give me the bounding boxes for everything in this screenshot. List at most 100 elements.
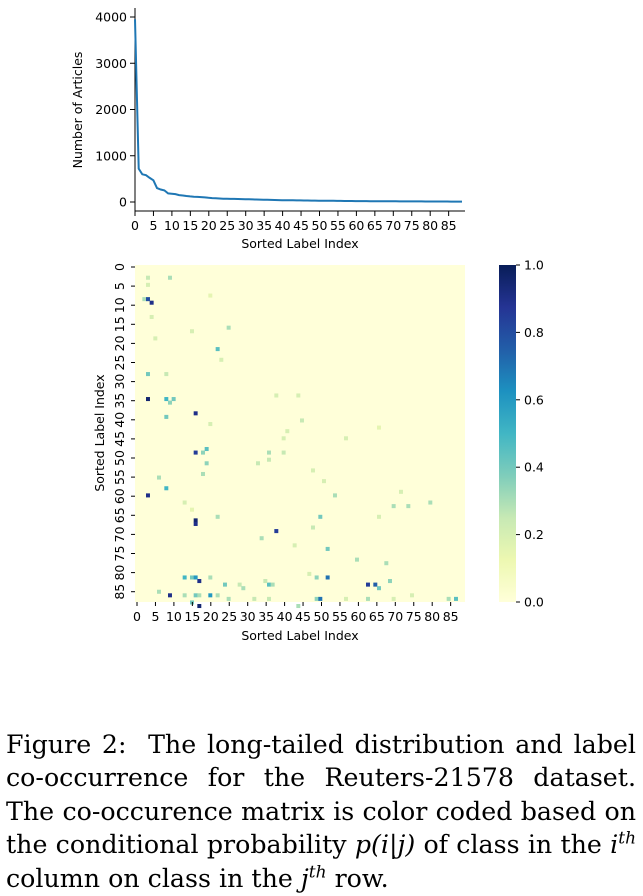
heatmap-cell <box>168 400 172 405</box>
heatmap-y-axis-label: Sorted Label Index <box>92 374 107 491</box>
heatmap-cell <box>259 536 264 541</box>
heatmap-y-tick-label: 70 <box>112 526 127 542</box>
heatmap-y-tick-label: 55 <box>112 469 127 485</box>
heatmap-cell <box>391 596 396 601</box>
heatmap-x-tick-label: 40 <box>277 609 293 624</box>
heatmap-cell <box>204 446 209 452</box>
heatmap-y-tick-label: 10 <box>112 297 127 313</box>
heatmap-cell <box>226 596 231 601</box>
heatmap-background <box>135 265 465 602</box>
heatmap-cell <box>307 571 312 576</box>
heatmap-cell <box>333 493 337 498</box>
heatmap-cell <box>296 393 301 398</box>
colorbar-tick-label: 0.2 <box>524 527 544 542</box>
heatmap-cell <box>208 575 213 580</box>
heatmap-x-tick-label: 30 <box>240 609 256 624</box>
heatmap-x-tick-label: 10 <box>166 609 182 624</box>
heatmap-cell <box>193 450 198 455</box>
heatmap-x-tick-label: 65 <box>369 609 385 624</box>
heatmap-cell <box>197 593 202 598</box>
heatmap-cell <box>314 596 319 601</box>
heatmap-cell <box>267 596 271 601</box>
caption-text-4: row. <box>334 863 389 893</box>
heatmap-x-ticks: 0 5 10 15 20 25 30 35 40 45 50 55 60 65 70 75 80 85 <box>133 602 459 624</box>
heatmap-x-tick-label: 20 <box>203 609 219 624</box>
line-x-tick-label: 5 <box>149 218 157 233</box>
heatmap-cell <box>454 596 458 601</box>
line-x-tick-label: 65 <box>367 218 383 233</box>
heatmap-cell <box>377 586 381 591</box>
heatmap-cell <box>142 297 147 302</box>
line-x-tick-label: 45 <box>293 218 309 233</box>
heatmap-cell <box>446 596 451 601</box>
line-x-tick-label: 70 <box>385 218 401 233</box>
heatmap-cell <box>366 582 370 587</box>
heatmap-y-tick-label: 15 <box>112 316 127 332</box>
heatmap-x-tick-label: 5 <box>151 609 159 624</box>
line-y-tick-label: 4000 <box>95 10 127 25</box>
line-y-axis-label: Number of Articles <box>70 52 85 169</box>
heatmap-cell <box>267 582 271 587</box>
heatmap-cell <box>193 521 198 526</box>
figure-caption: Figure 2: The long-tailed distribution a… <box>6 728 636 895</box>
heatmap-x-tick-label: 25 <box>221 609 237 624</box>
heatmap-cell <box>285 429 290 434</box>
heatmap-x-tick-label: 85 <box>443 609 459 624</box>
heatmap-cell <box>344 436 348 441</box>
caption-sup-1: th <box>618 828 637 849</box>
heatmap-x-tick-label: 45 <box>295 609 311 624</box>
heatmap-cell <box>219 357 224 362</box>
colorbar-tick-label: 0.4 <box>524 460 544 475</box>
heatmap-cell <box>204 461 209 466</box>
heatmap-cell <box>208 293 213 298</box>
caption-j-var: j <box>300 863 309 893</box>
heatmap-cell <box>410 593 414 598</box>
heatmap-cell <box>208 593 213 598</box>
heatmap-cell <box>428 500 433 505</box>
heatmap-cell <box>193 575 198 580</box>
heatmap-cell <box>182 500 187 505</box>
heatmap-cell <box>157 475 161 480</box>
heatmap-cell <box>208 422 213 427</box>
heatmap-cell <box>267 457 271 462</box>
heatmap-cell <box>256 461 260 466</box>
heatmap-y-tick-label: 40 <box>112 412 127 428</box>
line-x-tick-label: 60 <box>348 218 364 233</box>
heatmap-cell <box>193 518 198 523</box>
line-x-axis-label: Sorted Label Index <box>241 236 358 251</box>
heatmap-y-tick-label: 65 <box>112 507 127 523</box>
heatmap-cell <box>215 593 220 598</box>
heatmap-cell <box>201 471 205 477</box>
line-y-tick-label: 3000 <box>95 56 127 71</box>
heatmap-cell <box>237 582 242 587</box>
heatmap-x-axis-label: Sorted Label Index <box>241 628 358 643</box>
heatmap-y-tick-label: 5 <box>112 282 127 290</box>
line-x-ticks: 0 5 10 15 20 25 30 35 40 45 50 55 60 65 70 75 80 85 <box>131 211 457 233</box>
colorbar-tick-label: 0.0 <box>524 595 544 610</box>
heatmap-cell <box>252 596 257 601</box>
heatmap-y-tick-label: 0 <box>112 263 127 271</box>
heatmap-cell <box>226 325 231 330</box>
heatmap-cell <box>325 575 330 580</box>
heatmap-cell <box>355 557 359 562</box>
cooccurrence-heatmap: 0 5 10 15 20 25 30 35 40 45 50 55 60 65 70 75 80 85 05101… <box>92 263 465 643</box>
line-x-tick-label: 80 <box>422 218 438 233</box>
heatmap-y-tick-label: 20 <box>112 335 127 351</box>
heatmap-y-tick-label: 50 <box>112 450 127 466</box>
heatmap-y-tick-label: 30 <box>112 374 127 390</box>
heatmap-cell <box>388 579 392 584</box>
heatmap-y-tick-label: 35 <box>112 393 127 409</box>
heatmap-y-tick-label: 85 <box>112 584 127 600</box>
heatmap-y-tick-label: 60 <box>112 488 127 504</box>
heatmap-cell <box>190 507 194 512</box>
heatmap-cell <box>197 604 202 609</box>
heatmap-x-tick-label: 60 <box>350 609 366 624</box>
heatmap-cell <box>164 397 169 402</box>
line-y-tick-label: 2000 <box>95 102 127 117</box>
line-x-tick-label: 50 <box>312 218 328 233</box>
heatmap-cell <box>190 575 194 580</box>
heatmap-y-tick-label: 45 <box>112 431 127 447</box>
caption-figure-label: Figure 2: <box>6 730 127 759</box>
heatmap-y-tick-label: 80 <box>112 565 127 581</box>
heatmap-cell <box>311 468 315 473</box>
